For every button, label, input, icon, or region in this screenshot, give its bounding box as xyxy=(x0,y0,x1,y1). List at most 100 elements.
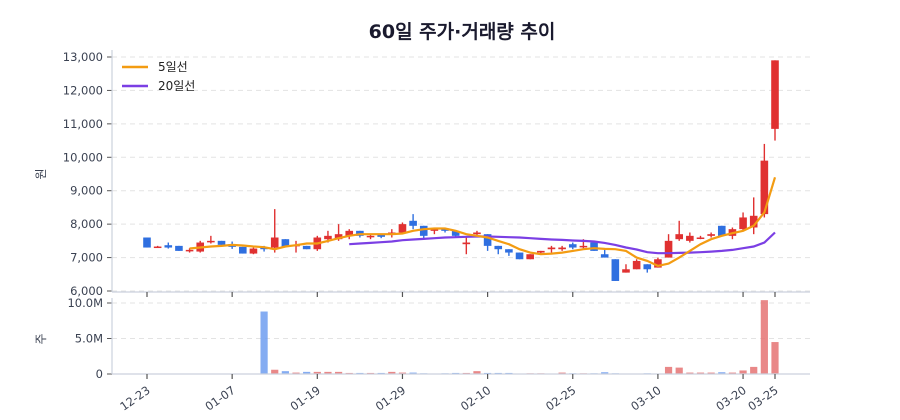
candle-body xyxy=(175,245,183,251)
y-tick-label: 12,000 xyxy=(63,83,103,97)
candle-body xyxy=(153,246,162,249)
volume-bars xyxy=(185,300,779,374)
volume-bar xyxy=(750,366,758,374)
candle-body xyxy=(568,244,577,248)
candle-body xyxy=(675,234,684,240)
x-tick-label: 03-10 xyxy=(628,383,663,414)
candle-body xyxy=(430,229,439,231)
volume-y-axis: 0 5.0M 10.0M xyxy=(67,296,112,381)
volume-bar xyxy=(696,372,705,374)
candle-body xyxy=(749,215,758,228)
y-tick-label: 5.0M xyxy=(75,332,103,346)
volume-bar xyxy=(271,369,279,374)
candlesticks xyxy=(143,60,779,281)
volume-bar xyxy=(707,372,715,374)
volume-bar xyxy=(388,371,396,374)
y-tick-label: 13,000 xyxy=(63,50,103,64)
volume-bar xyxy=(313,371,321,374)
candle-body xyxy=(696,237,705,240)
candle-body xyxy=(686,235,694,241)
candle-body xyxy=(451,230,460,236)
candle-body xyxy=(622,269,630,273)
y-tick-label: 8,000 xyxy=(70,217,103,231)
candle-body xyxy=(632,260,641,270)
candle-body xyxy=(185,249,194,252)
volume-bar xyxy=(601,372,609,374)
candle-body xyxy=(771,60,779,129)
candle-body xyxy=(579,245,588,248)
candle-body xyxy=(590,242,598,251)
volume-bar xyxy=(686,372,694,374)
volume-bar xyxy=(558,372,566,374)
y-tick-label: 9,000 xyxy=(70,184,103,198)
y-tick-label: 11,000 xyxy=(63,117,103,131)
y-tick-label: 10,000 xyxy=(63,150,103,164)
x-tick-label: 03-20 xyxy=(713,383,748,414)
candle-body xyxy=(526,254,534,260)
volume-bar xyxy=(334,371,343,374)
candle-body xyxy=(366,235,375,238)
candle-body xyxy=(164,245,173,248)
candle-body xyxy=(515,252,524,260)
candle-body xyxy=(281,239,290,247)
x-tick-label: 02-10 xyxy=(458,383,493,414)
volume-grid xyxy=(112,302,810,375)
candle-body xyxy=(302,245,311,250)
candle-body xyxy=(707,234,715,236)
legend: 5일선 20일선 xyxy=(122,60,195,93)
x-tick-label: 01-07 xyxy=(202,383,237,414)
candle-body xyxy=(377,234,385,237)
volume-bar xyxy=(760,300,768,374)
candle-body xyxy=(494,245,503,250)
volume-bar xyxy=(292,372,300,374)
candle-body xyxy=(260,247,268,250)
candle-body xyxy=(558,247,566,250)
candle-body xyxy=(238,246,247,254)
x-tick-label: 03-25 xyxy=(745,383,780,414)
candle-body xyxy=(654,259,662,268)
candle-body xyxy=(483,234,492,246)
volume-bar xyxy=(324,371,332,374)
candle-body xyxy=(270,237,279,248)
price-y-axis: 6,000 7,000 8,000 9,000 10,000 11,000 12,000 13… xyxy=(63,50,112,298)
volume-bar xyxy=(260,311,268,374)
volume-bar xyxy=(398,372,407,374)
volume-bar xyxy=(281,371,289,374)
candle-body xyxy=(473,232,481,235)
legend-ma5-label: 5일선 xyxy=(158,60,188,74)
candle-body xyxy=(441,229,449,231)
candle-body xyxy=(760,160,769,215)
price-grid xyxy=(112,56,810,292)
y-tick-label: 0 xyxy=(96,367,103,381)
volume-bar xyxy=(728,372,737,374)
x-tick-label: 02-25 xyxy=(543,383,578,414)
ma20-line xyxy=(349,231,776,255)
candle-body xyxy=(537,250,545,253)
volume-bar xyxy=(718,372,726,374)
volume-bar xyxy=(739,370,747,374)
candle-body xyxy=(462,242,471,245)
volume-bar xyxy=(303,371,311,374)
candle-body xyxy=(398,224,407,233)
volume-bar xyxy=(664,366,673,374)
y-tick-label: 10.0M xyxy=(67,296,103,310)
x-axis-ticks: 12-23 01-07 01-19 01-29 02-10 02-25 03-10 03-20… xyxy=(117,292,781,414)
volume-bar xyxy=(409,372,417,374)
y-tick-label: 7,000 xyxy=(70,251,103,265)
x-tick-label: 01-29 xyxy=(373,383,408,414)
candle-body xyxy=(143,237,151,248)
volume-bar xyxy=(771,342,779,374)
candle-body xyxy=(739,217,747,230)
candle-body xyxy=(334,234,343,240)
price-y-label: 원 xyxy=(34,168,48,179)
candle-body xyxy=(324,235,332,240)
candle-body xyxy=(643,264,652,270)
candle-body xyxy=(717,225,726,236)
y-tick-label: 6,000 xyxy=(70,284,103,298)
ma5-line xyxy=(189,176,777,268)
volume-y-label: 주 xyxy=(34,333,48,344)
x-tick-label: 01-19 xyxy=(288,383,323,414)
candle-body xyxy=(345,230,354,236)
volume-bar xyxy=(473,371,481,374)
